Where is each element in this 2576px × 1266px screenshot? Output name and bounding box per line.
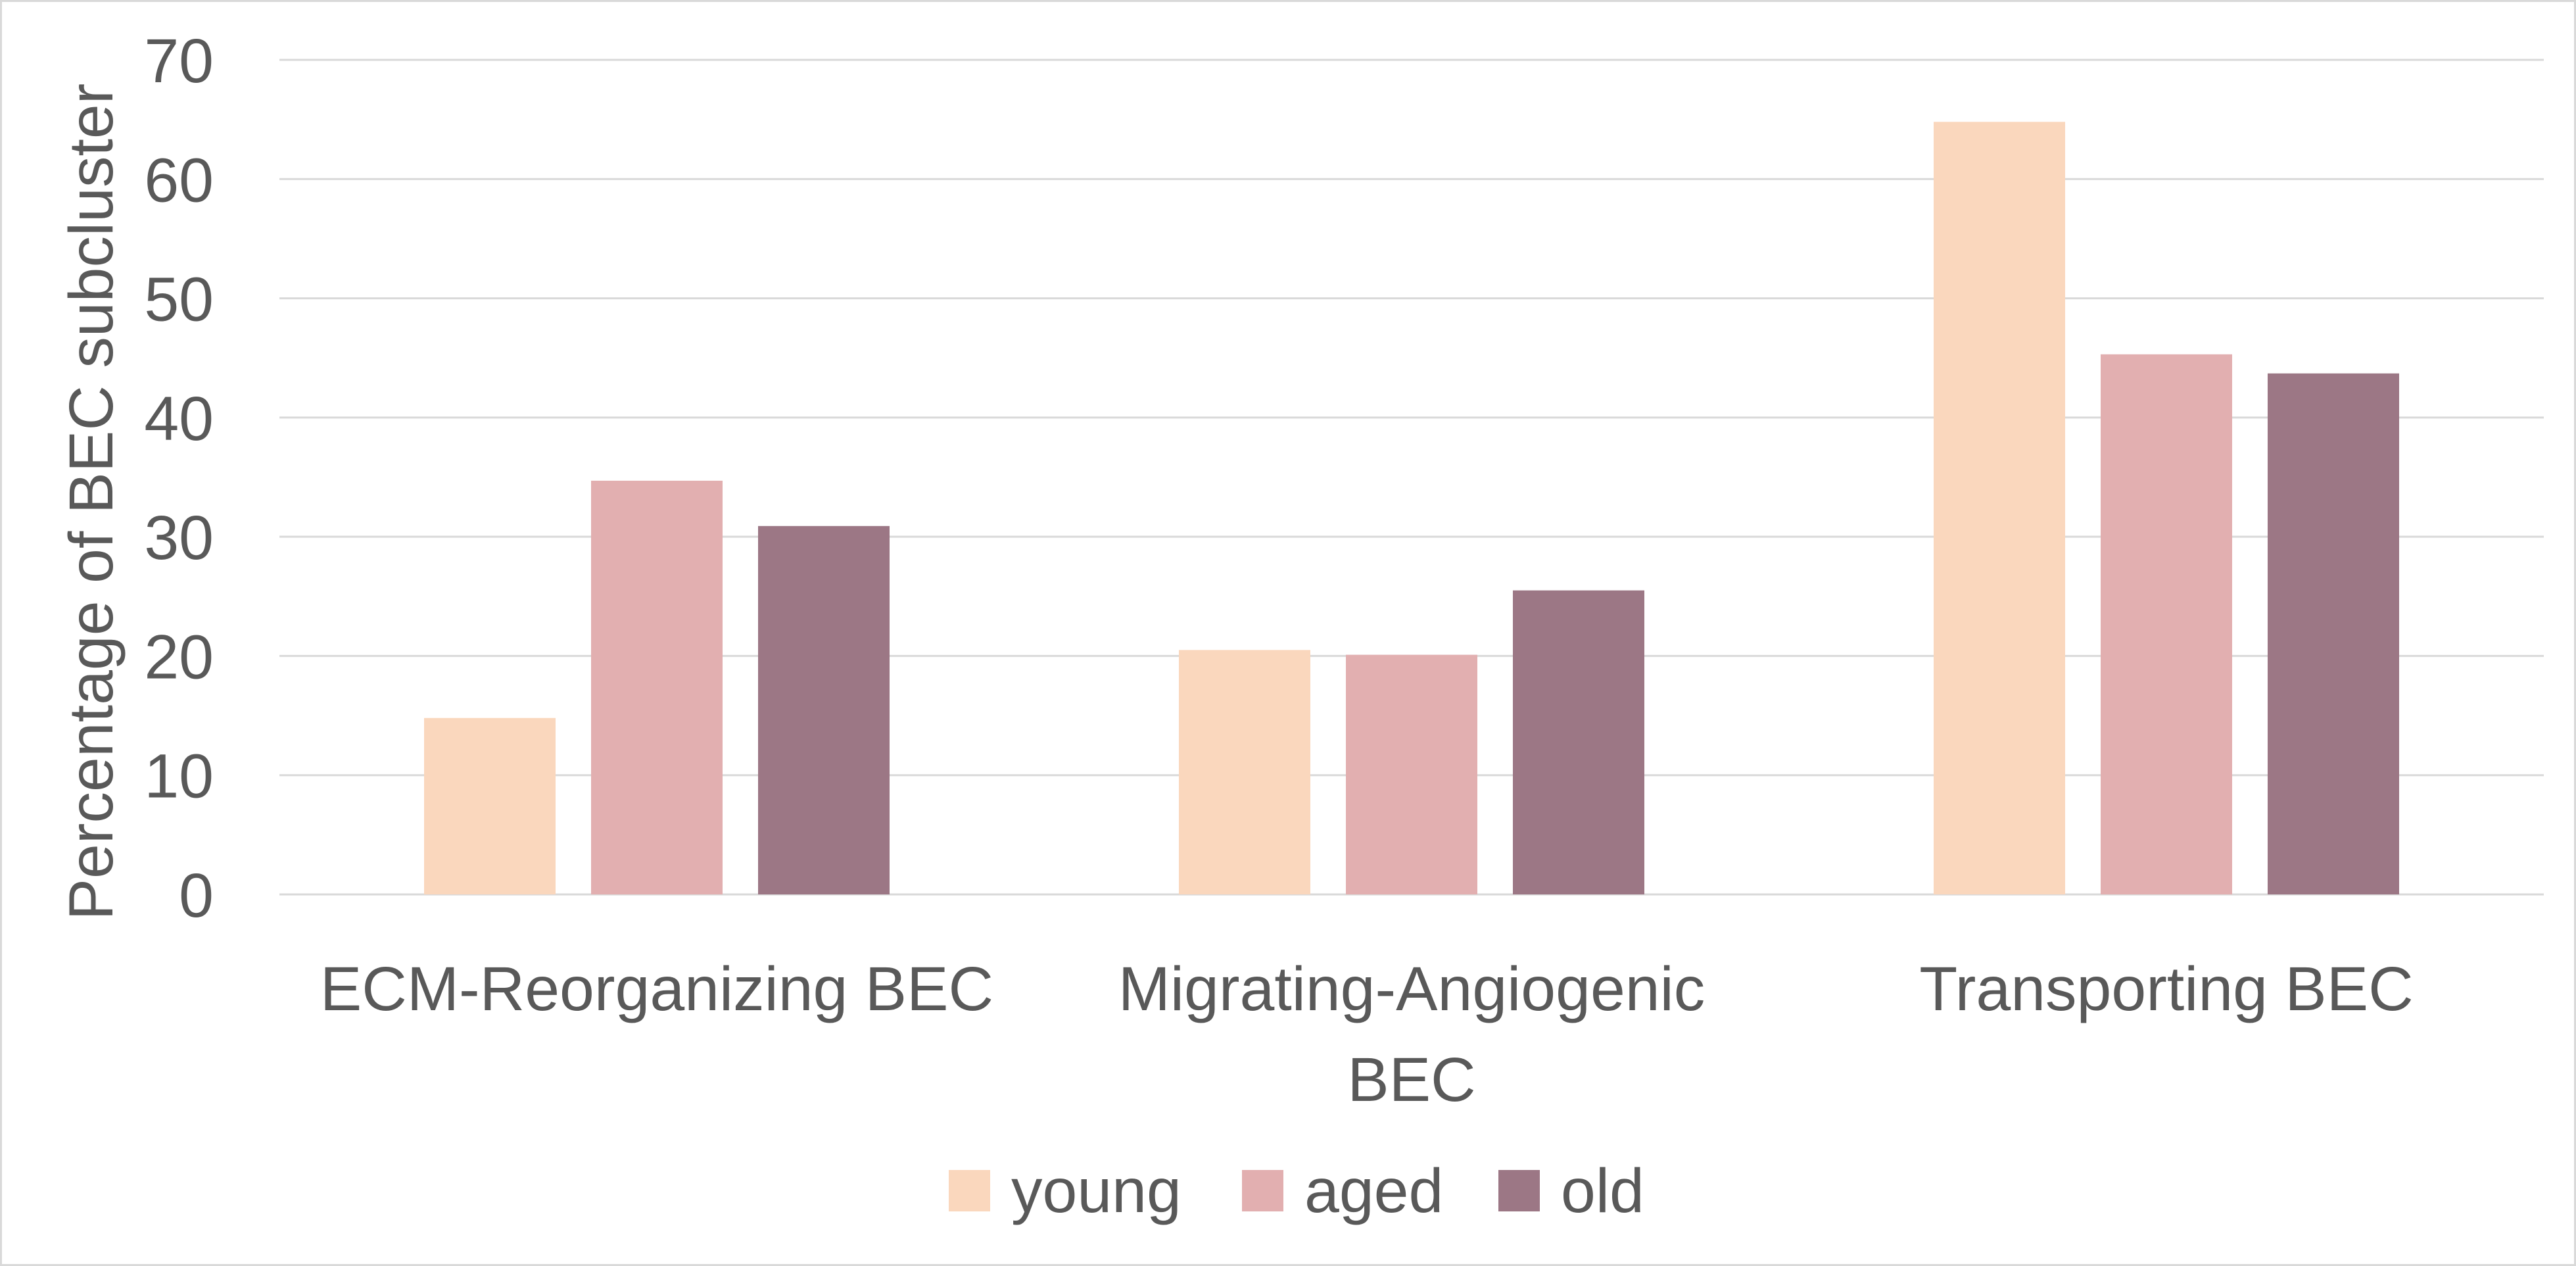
bar-aged-1 <box>1346 654 1477 894</box>
bar-young-0 <box>424 718 556 894</box>
bar-aged-0 <box>591 480 723 894</box>
legend-label-aged: aged <box>1304 1156 1443 1226</box>
x-category-label: Transporting BEC <box>1919 954 2414 1024</box>
y-tick-label: 50 <box>144 265 214 335</box>
bar-aged-2 <box>2101 354 2232 894</box>
x-category-label: Migrating-Angiogenic <box>1118 954 1705 1024</box>
x-category-label: BEC <box>1347 1045 1475 1115</box>
y-tick-label: 10 <box>144 742 214 812</box>
category-labels: ECM-Reorganizing BEC Migrating-Angiogenic… <box>320 954 2414 1115</box>
y-axis-title-group: Percentage of BEC subcluster <box>57 84 126 921</box>
y-tick-label: 60 <box>144 145 214 215</box>
legend-label-young: young <box>1011 1156 1181 1226</box>
bar-young-2 <box>1934 122 2065 895</box>
bar-young-1 <box>1179 650 1310 894</box>
legend: young aged old <box>949 1156 1644 1226</box>
y-axis-ticks: 0 10 20 30 40 50 60 70 <box>144 26 214 931</box>
legend-swatch-old <box>1498 1170 1540 1211</box>
y-axis-title: Percentage of BEC subcluster <box>57 84 126 921</box>
x-category-label: ECM-Reorganizing BEC <box>320 954 993 1024</box>
bar-old-2 <box>2268 373 2399 894</box>
legend-swatch-aged <box>1242 1170 1283 1211</box>
bars <box>424 122 2399 895</box>
y-tick-label: 40 <box>144 384 214 454</box>
legend-label-old: old <box>1561 1156 1644 1226</box>
bar-old-1 <box>1513 590 1644 894</box>
y-tick-label: 20 <box>144 622 214 692</box>
y-tick-label: 0 <box>179 861 214 931</box>
y-tick-label: 30 <box>144 503 214 573</box>
legend-swatch-young <box>949 1170 990 1211</box>
bar-old-0 <box>758 525 890 894</box>
y-tick-label: 70 <box>144 26 214 96</box>
